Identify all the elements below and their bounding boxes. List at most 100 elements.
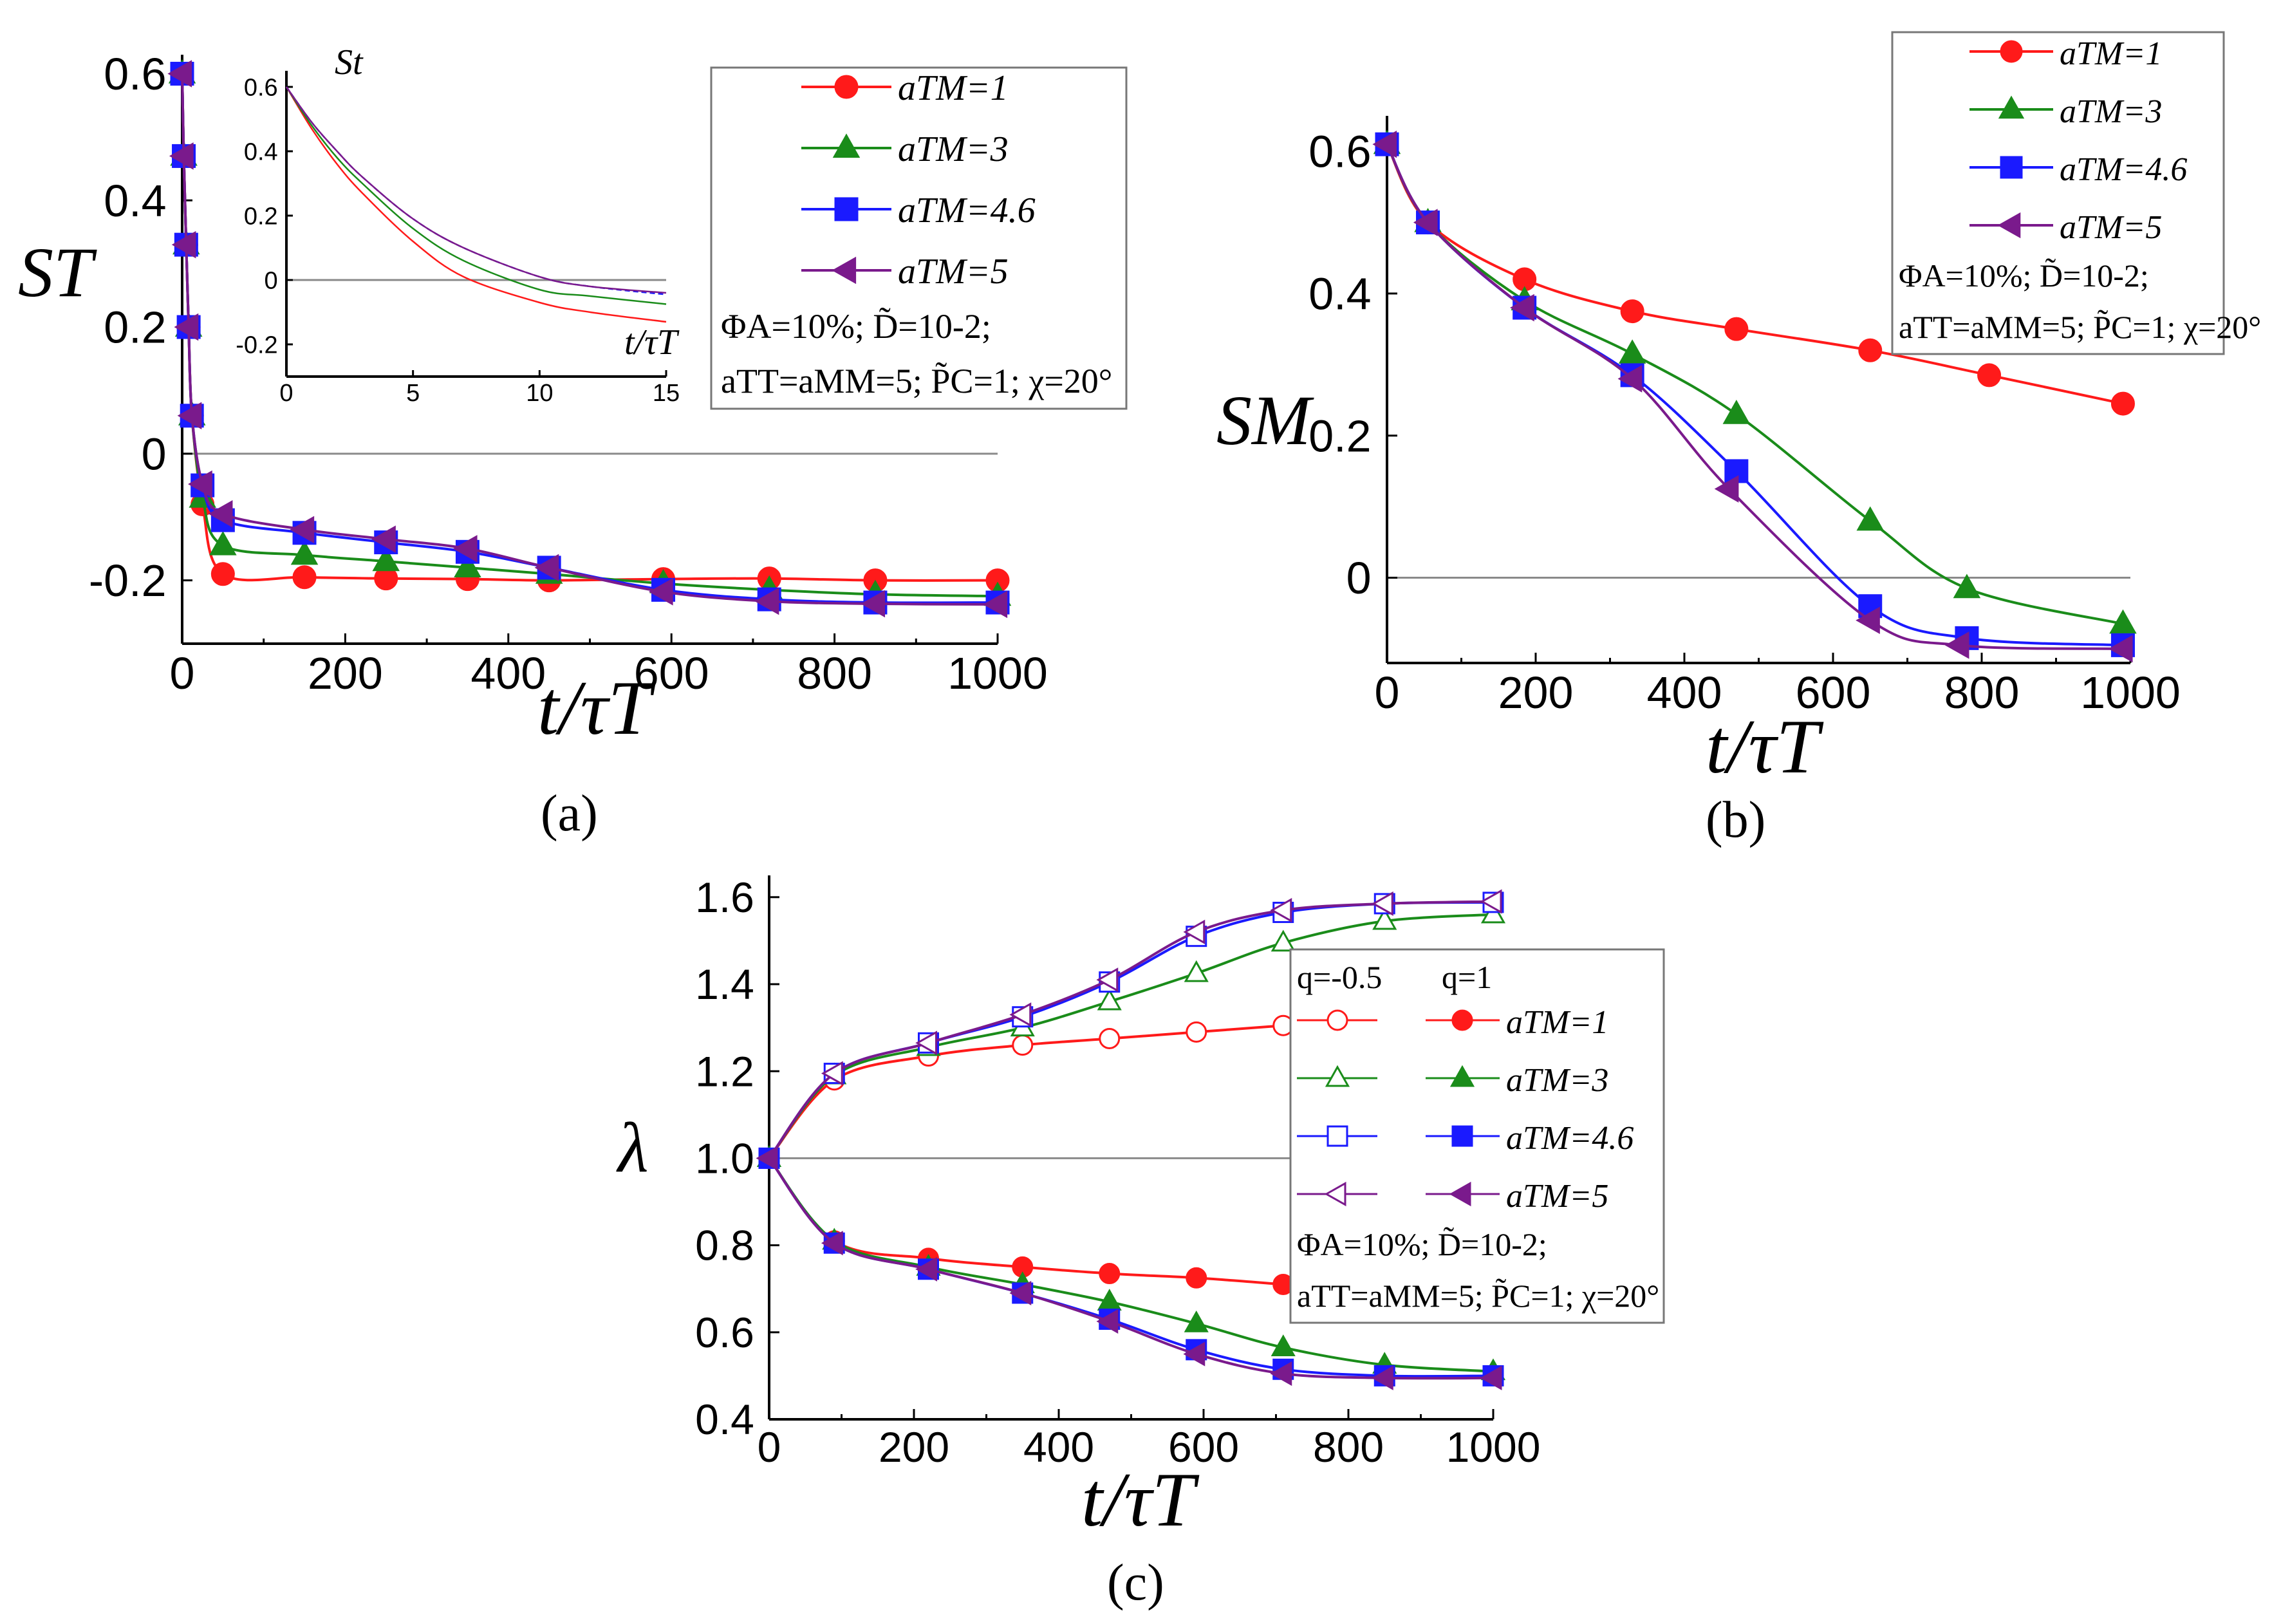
legend-c-entry-2: aTM=3 <box>1506 1062 1608 1099</box>
legend-c-marker-open <box>1327 1009 1348 1031</box>
inset-ylabel: St <box>335 42 364 82</box>
legend-c-marker-filled <box>1451 1125 1473 1147</box>
panel-b-data-point <box>1618 339 1646 364</box>
legend-c-entry-3: aTM=4.6 <box>1506 1120 1634 1157</box>
legend-b-marker <box>2000 40 2023 63</box>
panel-c-data-point <box>1096 967 1119 993</box>
panel-c-xtick-label: 800 <box>1313 1423 1384 1471</box>
panel-c-ylabel: λ <box>616 1108 649 1187</box>
panel-b-xtick-label: 0 <box>1375 667 1400 718</box>
panel-b-ytick-label: 0.4 <box>1308 268 1371 319</box>
legend-a-marker <box>832 133 861 158</box>
legend-a-entry-4: aTM=5 <box>898 252 1009 292</box>
panel-c-data-point <box>1183 919 1206 944</box>
panel-a-ytick-label: -0.2 <box>89 555 167 606</box>
panel-b-ytick-label: 0.6 <box>1308 127 1371 177</box>
panel-b-label: (b) <box>1706 792 1765 848</box>
panel-a-legend-box <box>710 66 1128 410</box>
panel-c-xtick-label: 600 <box>1168 1423 1239 1471</box>
panel-b-plot-area: 0 200 400 600 800 1000 0 0.2 0.4 0.6 <box>1308 116 2181 718</box>
panel-c-data-point <box>1186 1267 1207 1289</box>
panel-a-data-point <box>171 230 196 259</box>
panel-c-ytick-label: 1.0 <box>695 1135 754 1182</box>
inset-xtick-label: 0 <box>279 380 293 407</box>
inset-xtick-label: 5 <box>406 380 420 407</box>
inset-ytick-label: 0.2 <box>244 203 278 230</box>
panel-b-legend-box <box>1891 31 2225 355</box>
panel-a-xtick-label: 400 <box>470 648 546 698</box>
legend-c-marker-open <box>1325 1065 1350 1087</box>
panel-a-data-point <box>210 562 235 586</box>
panel-a-data-point <box>290 516 315 544</box>
panel-b-data-point <box>1617 365 1643 393</box>
panel-a-data-point <box>534 554 559 582</box>
panel-a-data-point <box>861 590 886 618</box>
panel-c-xtick-label: 200 <box>879 1423 949 1471</box>
inset-series-line <box>285 86 667 323</box>
legend-b-entry-4: aTM=5 <box>2060 209 2162 246</box>
panel-c-xtick-label: 400 <box>1023 1423 1094 1471</box>
panel-c-data-point <box>1372 908 1397 930</box>
legend-a-params-1: ΦA=10%; D̃=10-2; <box>721 307 991 346</box>
panel-c-data-point <box>1184 960 1209 982</box>
panel-a-ytick-label: 0 <box>142 429 167 479</box>
inset-series-line <box>285 86 667 305</box>
panel-c-data-point <box>1271 929 1296 952</box>
legend-b-params-1: ΦA=10%; D̃=10-2; <box>1899 257 2149 294</box>
inset-series-line <box>285 86 667 295</box>
panel-c-data-point <box>1183 1341 1206 1367</box>
panel-a-ytick-label: 0.2 <box>104 303 166 353</box>
panel-b-xtick-label: 600 <box>1796 667 1871 718</box>
inset-xlabel: t/τT <box>624 322 680 362</box>
legend-b-marker <box>2000 156 2023 179</box>
panel-c-data-point <box>1186 1021 1207 1043</box>
panel-c-data-point <box>1097 988 1122 1011</box>
panel-a-ytick-label: 0.4 <box>104 176 166 226</box>
legend-a-marker <box>834 197 859 221</box>
inset-xtick-label: 15 <box>653 380 680 407</box>
panel-a-data-point <box>290 540 319 565</box>
panel-c-ytick-label: 0.6 <box>695 1309 754 1356</box>
legend-a-marker <box>832 256 857 285</box>
panel-c-ytick-label: 0.8 <box>695 1222 754 1269</box>
panel-c-data-point <box>1096 1309 1119 1334</box>
panel-c-data-point <box>1270 898 1292 923</box>
panel-b-ytick-label: 0 <box>1346 553 1372 603</box>
panel-c-data-point <box>1480 1365 1502 1390</box>
legend-c-marker-open <box>1327 1125 1348 1147</box>
panel-c-data-point <box>1371 1365 1393 1390</box>
legend-c-marker-filled <box>1449 1065 1475 1087</box>
panel-b-xtick-label: 400 <box>1647 667 1722 718</box>
panel-a-ylabel: ST <box>18 233 97 312</box>
panel-c-data-point <box>1271 1334 1296 1356</box>
panel-c-data-point <box>1270 1361 1292 1386</box>
inset-ytick-label: 0.6 <box>244 74 278 101</box>
legend-a-params-2: aTT=aMM=5; P̃C=1; χ=20° <box>721 362 1112 400</box>
panel-c-data-point <box>915 1256 937 1282</box>
panel-c-data-point <box>821 1231 843 1256</box>
panel-a-data-point <box>174 313 199 341</box>
panel-c-xtick-label: 1000 <box>1446 1423 1541 1471</box>
panel-a-plot-area: 0 200 400 600 800 1000-0.200.20.40.6 <box>89 49 1048 698</box>
panel-a-data-point <box>209 530 237 555</box>
inset-ytick-label: 0.4 <box>244 138 278 165</box>
panel-a-xtick-label: 800 <box>797 648 872 698</box>
panel-b-ytick-label: 0.2 <box>1308 411 1371 461</box>
panel-a-xtick-label: 600 <box>634 648 709 698</box>
panel-b-xtick-label: 1000 <box>2080 667 2181 718</box>
panel-a-data-point <box>167 60 192 88</box>
panel-b-data-point <box>1944 631 1969 659</box>
panel-b-data-point <box>1977 363 2002 387</box>
legend-a-entry-3: aTM=4.6 <box>898 191 1036 230</box>
legend-b-entry-1: aTM=1 <box>2060 35 2162 72</box>
panel-c-ytick-label: 1.2 <box>695 1047 754 1095</box>
panel-a-data-point <box>648 578 673 606</box>
panel-c-data-point <box>915 1031 937 1056</box>
panel-c-xlabel: t/τT <box>1081 1457 1200 1542</box>
legend-c-col2-header: q=1 <box>1442 959 1492 995</box>
panel-a-xlabel: t/τT <box>537 665 656 751</box>
panel-c-data-point <box>1012 1034 1034 1056</box>
